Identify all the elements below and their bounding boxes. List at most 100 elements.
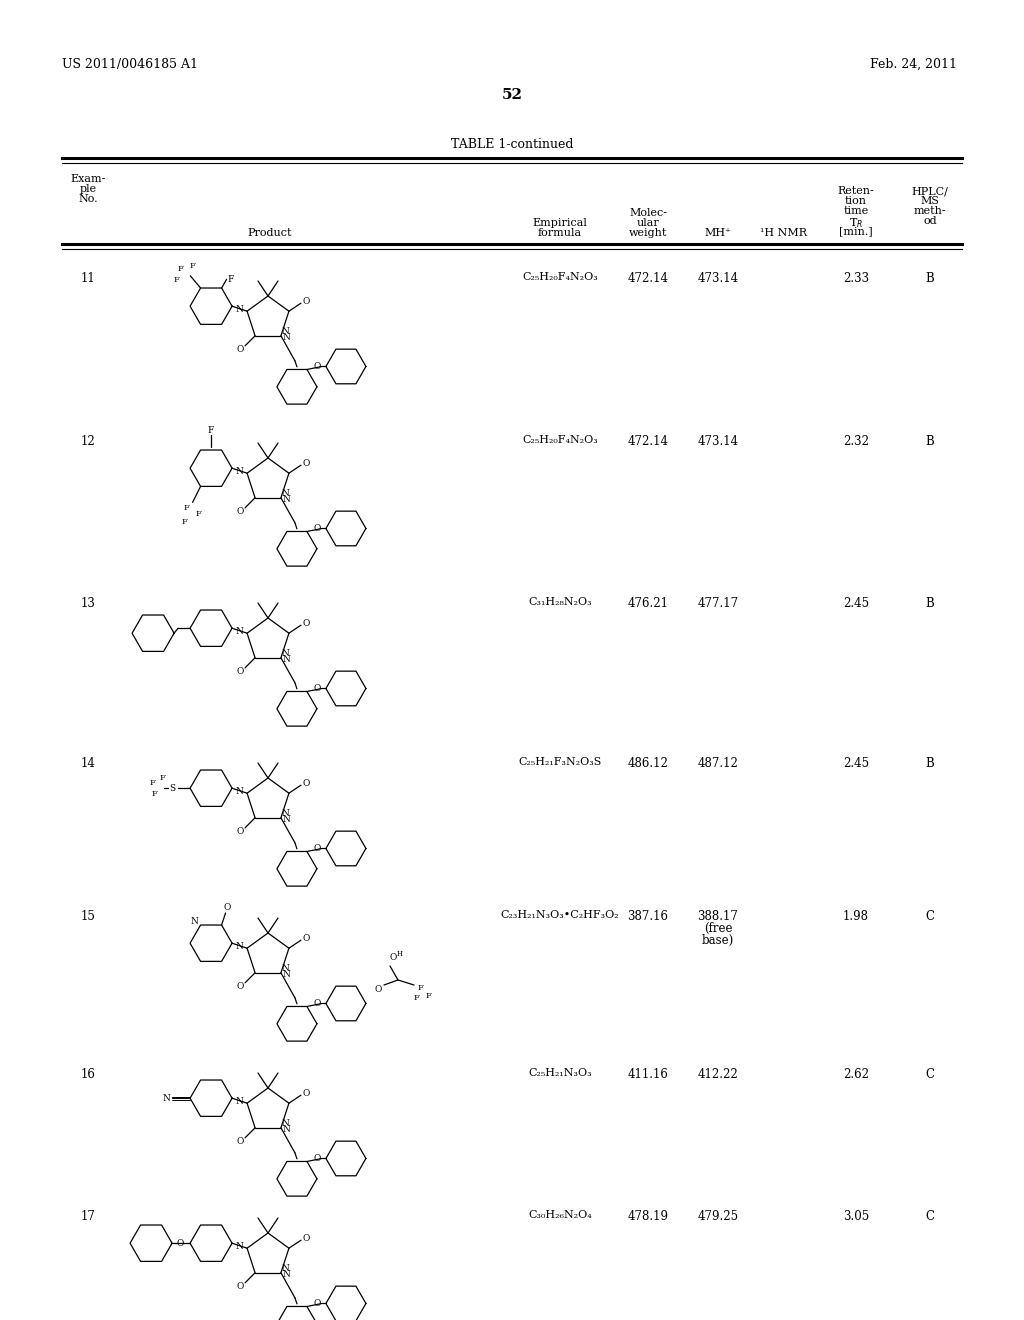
Text: 487.12: 487.12 <box>697 756 738 770</box>
Text: F: F <box>189 261 196 269</box>
Text: N: N <box>236 467 243 475</box>
Text: F: F <box>159 775 165 783</box>
Text: H: H <box>397 950 403 958</box>
Text: N: N <box>236 787 243 796</box>
Text: O: O <box>302 1234 309 1242</box>
Text: C₂₃H₂₁N₃O₃•C₂HF₃O₂: C₂₃H₂₁N₃O₃•C₂HF₃O₂ <box>501 909 620 920</box>
Text: O: O <box>237 828 244 837</box>
Text: Product: Product <box>248 228 292 238</box>
Text: N: N <box>190 916 199 925</box>
Text: F: F <box>181 519 187 527</box>
Text: Reten-: Reten- <box>838 186 874 195</box>
Text: tion: tion <box>845 195 867 206</box>
Text: N: N <box>283 495 291 504</box>
Text: od: od <box>924 216 937 226</box>
Text: 2.45: 2.45 <box>843 597 869 610</box>
Text: B: B <box>926 272 934 285</box>
Text: 16: 16 <box>81 1068 95 1081</box>
Text: 387.16: 387.16 <box>628 909 669 923</box>
Text: 15: 15 <box>81 909 95 923</box>
Text: formula: formula <box>538 228 582 238</box>
Text: B: B <box>926 436 934 447</box>
Text: N: N <box>282 1265 290 1274</box>
Text: C₂₅H₂₁N₃O₃: C₂₅H₂₁N₃O₃ <box>528 1068 592 1078</box>
Text: O: O <box>237 507 244 516</box>
Text: MS: MS <box>921 195 939 206</box>
Text: HPLC/: HPLC/ <box>911 186 948 195</box>
Text: O: O <box>313 1299 321 1308</box>
Text: 412.22: 412.22 <box>697 1068 738 1081</box>
Text: 17: 17 <box>81 1210 95 1224</box>
Text: [min.]: [min.] <box>839 226 872 236</box>
Text: N: N <box>283 970 291 979</box>
Text: F: F <box>173 276 179 284</box>
Text: C₃₀H₂₆N₂O₄: C₃₀H₂₆N₂O₄ <box>528 1210 592 1220</box>
Text: F: F <box>413 994 419 1002</box>
Text: 477.17: 477.17 <box>697 597 738 610</box>
Text: O: O <box>302 459 309 467</box>
Text: ple: ple <box>80 183 96 194</box>
Text: N: N <box>282 809 290 818</box>
Text: 1.98: 1.98 <box>843 909 869 923</box>
Text: 472.14: 472.14 <box>628 436 669 447</box>
Text: 2.45: 2.45 <box>843 756 869 770</box>
Text: C: C <box>926 1068 935 1081</box>
Text: 2.62: 2.62 <box>843 1068 869 1081</box>
Text: N: N <box>283 1270 291 1279</box>
Text: 472.14: 472.14 <box>628 272 669 285</box>
Text: 52: 52 <box>502 88 522 102</box>
Text: No.: No. <box>78 194 98 205</box>
Text: O: O <box>237 1138 244 1146</box>
Text: TABLE 1-continued: TABLE 1-continued <box>451 139 573 150</box>
Text: S: S <box>169 784 175 793</box>
Text: 478.19: 478.19 <box>628 1210 669 1224</box>
Text: C₂₅H₂₀F₄N₂O₃: C₂₅H₂₀F₄N₂O₃ <box>522 436 598 445</box>
Text: C₃₁H₂₈N₂O₃: C₃₁H₂₈N₂O₃ <box>528 597 592 607</box>
Text: O: O <box>389 953 396 962</box>
Text: N: N <box>236 941 243 950</box>
Text: T$_R$: T$_R$ <box>849 216 863 230</box>
Text: N: N <box>282 490 290 498</box>
Text: 14: 14 <box>81 756 95 770</box>
Text: O: O <box>237 1282 244 1291</box>
Text: N: N <box>236 1242 243 1251</box>
Text: 479.25: 479.25 <box>697 1210 738 1224</box>
Text: 486.12: 486.12 <box>628 756 669 770</box>
Text: O: O <box>302 933 309 942</box>
Text: N: N <box>282 649 290 659</box>
Text: O: O <box>313 999 321 1008</box>
Text: C: C <box>926 1210 935 1224</box>
Text: F: F <box>177 265 183 273</box>
Text: O: O <box>224 903 231 912</box>
Text: F: F <box>196 511 202 519</box>
Text: B: B <box>926 756 934 770</box>
Text: 13: 13 <box>81 597 95 610</box>
Text: O: O <box>302 297 309 306</box>
Text: base): base) <box>701 935 734 946</box>
Text: N: N <box>162 1094 170 1102</box>
Text: Exam-: Exam- <box>71 174 105 183</box>
Text: O: O <box>313 843 321 853</box>
Text: 388.17: 388.17 <box>697 909 738 923</box>
Text: 2.33: 2.33 <box>843 272 869 285</box>
Text: N: N <box>282 965 290 973</box>
Text: ¹H NMR: ¹H NMR <box>761 228 808 238</box>
Text: F: F <box>152 791 157 799</box>
Text: N: N <box>282 1119 290 1129</box>
Text: meth-: meth- <box>913 206 946 216</box>
Text: 476.21: 476.21 <box>628 597 669 610</box>
Text: O: O <box>375 986 382 994</box>
Text: B: B <box>926 597 934 610</box>
Text: weight: weight <box>629 228 668 238</box>
Text: F: F <box>208 426 214 434</box>
Text: N: N <box>283 333 291 342</box>
Text: O: O <box>302 1089 309 1098</box>
Text: N: N <box>282 327 290 337</box>
Text: C₂₅H₂₀F₄N₂O₃: C₂₅H₂₀F₄N₂O₃ <box>522 272 598 282</box>
Text: N: N <box>236 305 243 314</box>
Text: MH⁺: MH⁺ <box>705 228 731 238</box>
Text: Empirical: Empirical <box>532 218 588 228</box>
Text: time: time <box>844 206 868 216</box>
Text: 11: 11 <box>81 272 95 285</box>
Text: O: O <box>237 668 244 676</box>
